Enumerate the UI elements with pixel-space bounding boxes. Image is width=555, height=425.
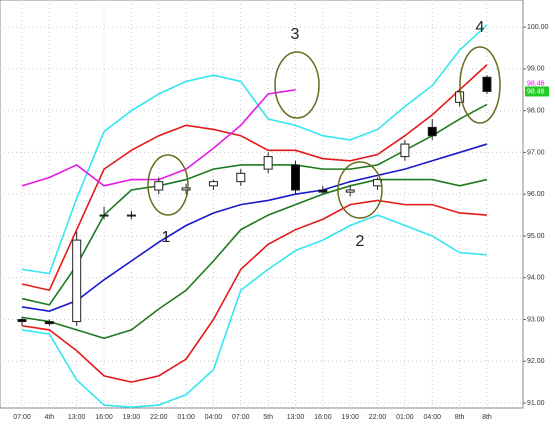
x-tick-label: 13:00 — [287, 414, 305, 421]
x-tick-label: 16:00 — [95, 414, 113, 421]
x-tick-label: 19:00 — [123, 414, 141, 421]
series-line — [21, 24, 488, 275]
series-line — [21, 214, 488, 408]
x-tick-label: 19:00 — [341, 414, 359, 421]
candle-body — [126, 214, 136, 217]
candle-body — [345, 189, 355, 193]
candle-body — [17, 318, 27, 323]
annotation: 2 — [356, 233, 365, 250]
candle-body — [181, 187, 191, 191]
plot-area — [0, 0, 524, 409]
y-tick-label: 100.00 — [527, 24, 549, 31]
annotation: 4 — [476, 19, 485, 36]
x-tick-label: 01:00 — [177, 414, 195, 421]
x-tick-label: 04:00 — [205, 414, 223, 421]
y-tick-label: 91.00 — [527, 400, 545, 407]
candle-body — [427, 126, 437, 137]
series-line — [21, 64, 488, 292]
candle-body — [208, 181, 218, 187]
candle-body — [99, 214, 109, 217]
y-tick-label: 97.00 — [527, 149, 545, 156]
series-line — [21, 199, 488, 383]
x-tick-label: 07:00 — [232, 414, 250, 421]
candle-body — [263, 156, 273, 170]
y-tick-label: 94.00 — [527, 275, 545, 282]
y-tick-label: 92.00 — [527, 358, 545, 365]
x-tick-label: 16:00 — [314, 414, 332, 421]
series-line — [21, 178, 488, 340]
candle-body — [482, 76, 492, 92]
x-tick-label: 13:00 — [68, 414, 86, 421]
price-label: 98.46 — [527, 80, 545, 87]
x-tick-label: 22:00 — [150, 414, 168, 421]
y-tick-label: 98.00 — [527, 108, 545, 115]
x-tick-label: 8th — [482, 414, 492, 421]
candle-body — [72, 239, 82, 323]
annotation: 1 — [162, 229, 171, 246]
highlight-ellipse — [147, 154, 189, 216]
y-tick-label: 93.00 — [527, 316, 545, 323]
y-tick-label: 96.00 — [527, 191, 545, 198]
candle-body — [291, 164, 300, 191]
highlight-ellipse — [337, 161, 383, 219]
x-tick-label: 5th — [263, 414, 273, 421]
candle-body — [400, 143, 410, 158]
x-tick-label: 07:00 — [13, 414, 31, 421]
highlight-ellipse — [274, 51, 320, 119]
price-label: 98.46 — [527, 88, 545, 95]
y-tick-label: 99.00 — [527, 66, 545, 73]
candle-body — [44, 321, 54, 325]
candle-body — [154, 181, 164, 191]
x-tick-label: 01:00 — [396, 414, 414, 421]
x-tick-label: 22:00 — [369, 414, 387, 421]
x-tick-label: 04:00 — [423, 414, 441, 421]
x-tick-label: 4th — [44, 414, 54, 421]
y-tick-label: 95.00 — [527, 233, 545, 240]
series-line — [21, 143, 488, 312]
candle-body — [236, 172, 246, 183]
series-line — [21, 103, 488, 306]
price-box — [525, 86, 549, 97]
candle-body — [318, 189, 328, 193]
x-tick-label: 8th — [455, 414, 465, 421]
highlight-ellipse — [459, 46, 501, 124]
annotation: 3 — [291, 26, 300, 43]
